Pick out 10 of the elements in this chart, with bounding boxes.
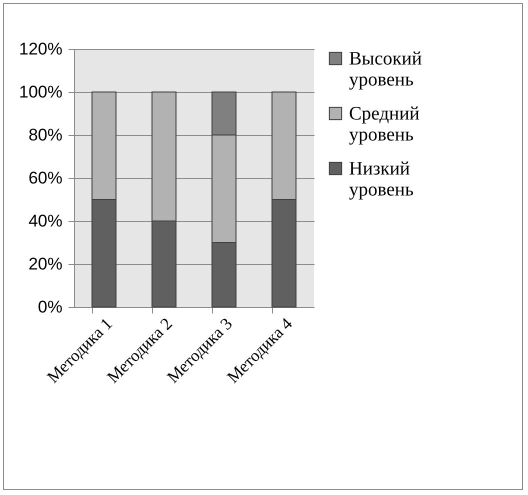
- y-tick-label: 60%: [28, 168, 62, 188]
- y-tick-label: 40%: [28, 212, 62, 230]
- y-tick-label: 20%: [28, 254, 62, 274]
- legend-label: Средний уровень: [349, 104, 420, 146]
- y-tick-label: 120%: [19, 40, 62, 58]
- legend-label: Низкий уровень: [349, 158, 414, 200]
- y-tick-label: 80%: [28, 126, 62, 144]
- y-tick-label: 100%: [19, 82, 62, 102]
- legend-label: Высокий уровень: [349, 48, 422, 90]
- y-tick-label: 0%: [38, 298, 62, 316]
